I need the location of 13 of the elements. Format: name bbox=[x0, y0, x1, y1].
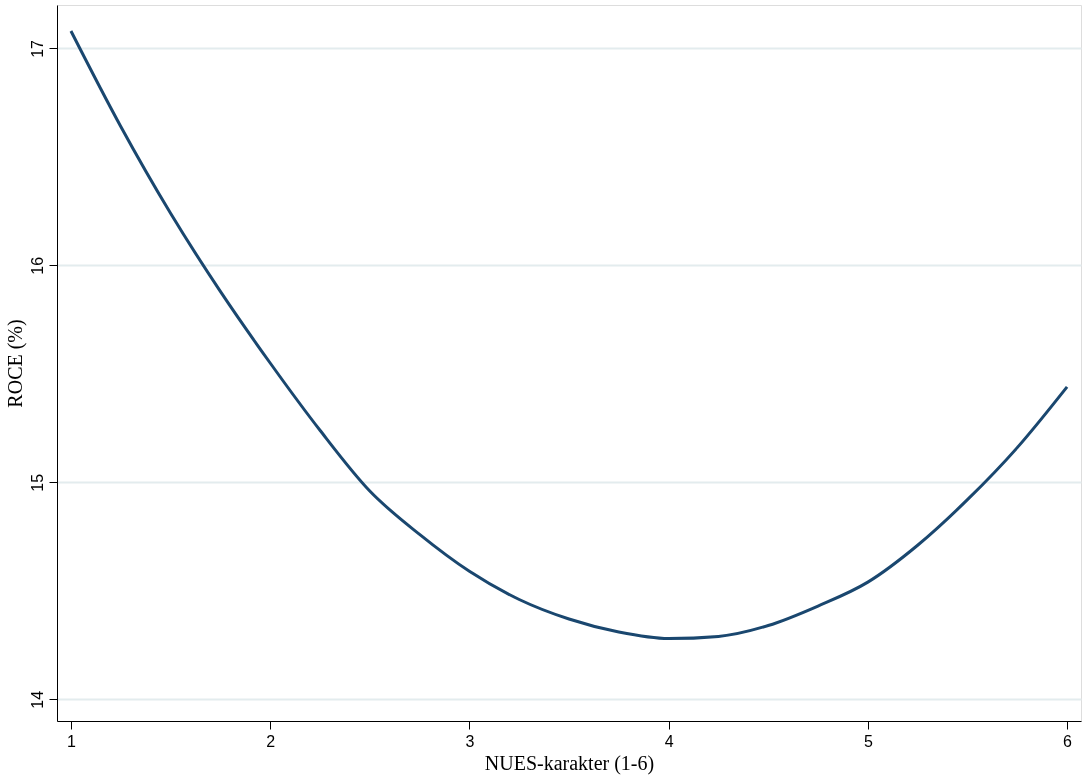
x-tick-label: 4 bbox=[664, 732, 674, 750]
y-tick-label: 15 bbox=[28, 473, 46, 492]
x-tick-label: 6 bbox=[1063, 732, 1073, 750]
line-series bbox=[69, 29, 1069, 641]
x-tick-label: 3 bbox=[465, 732, 475, 750]
x-tick-label: 5 bbox=[863, 732, 873, 750]
x-tick-label: 2 bbox=[266, 732, 276, 750]
y-tick-label: 17 bbox=[28, 39, 46, 58]
x-tick-label: 1 bbox=[66, 732, 76, 750]
y-tick-label: 16 bbox=[28, 256, 46, 275]
y-axis-title: ROCE (%) bbox=[3, 319, 27, 408]
y-tick-label: 14 bbox=[28, 690, 46, 709]
x-axis-title: NUES-karakter (1-6) bbox=[484, 751, 655, 775]
